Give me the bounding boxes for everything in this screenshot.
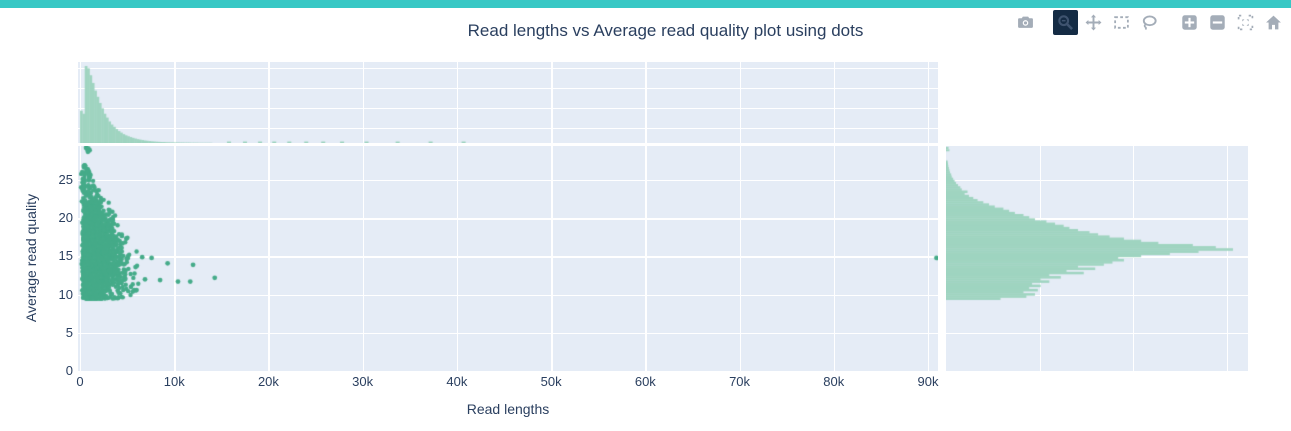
zoom-tool-button[interactable] [1053, 10, 1078, 35]
chart-title: Read lengths vs Average read quality plo… [467, 21, 864, 40]
home-icon [1265, 14, 1282, 31]
box-select-tool-button[interactable] [1109, 10, 1134, 35]
autoscale-icon [1237, 14, 1254, 31]
reset-axes-button[interactable] [1261, 10, 1286, 35]
x-tick-label: 20k [257, 374, 279, 389]
x-tick-label: 70k [729, 374, 751, 389]
x-axis-title: Read lengths [466, 401, 550, 417]
zoom-in-button[interactable] [1177, 10, 1202, 35]
zoom-out-button[interactable] [1205, 10, 1230, 35]
box-select-icon [1113, 14, 1130, 31]
scatter-canvas [78, 146, 938, 371]
x-tick-label: 10k [163, 374, 185, 389]
x-tick-label: 0 [76, 374, 84, 389]
header-accent-bar [0, 0, 1291, 8]
zoom-icon [1057, 14, 1074, 31]
x-tick-label: 90k [917, 374, 939, 389]
x-tick-label: 50k [540, 374, 562, 389]
autoscale-button[interactable] [1233, 10, 1258, 35]
lasso-icon [1141, 14, 1158, 31]
x-tick-label: 60k [634, 374, 656, 389]
y-tick-label: 0 [65, 363, 73, 378]
x-tick-label: 80k [823, 374, 845, 389]
lasso-select-tool-button[interactable] [1137, 10, 1162, 35]
y-tick-label: 5 [65, 324, 73, 340]
right-histogram-canvas [946, 146, 1248, 371]
scatter-plot-area[interactable] [78, 146, 938, 371]
pan-icon [1085, 14, 1102, 31]
zoom-in-icon [1181, 14, 1198, 31]
y-tick-label: 25 [58, 172, 73, 188]
y-axis-title: Average read quality [23, 193, 39, 323]
right-histogram-area[interactable] [946, 146, 1248, 371]
pan-tool-button[interactable] [1081, 10, 1106, 35]
top-histogram-canvas [78, 62, 938, 143]
zoom-out-icon [1209, 14, 1226, 31]
x-tick-label: 30k [352, 374, 374, 389]
plotly-modebar [1013, 10, 1286, 35]
top-histogram-area[interactable] [78, 62, 938, 143]
camera-icon [1017, 14, 1034, 31]
y-tick-label: 15 [58, 248, 73, 264]
download-png-button[interactable] [1013, 10, 1038, 35]
x-tick-label: 40k [446, 374, 468, 389]
y-tick-label: 10 [58, 286, 73, 302]
y-tick-label: 20 [58, 210, 73, 226]
